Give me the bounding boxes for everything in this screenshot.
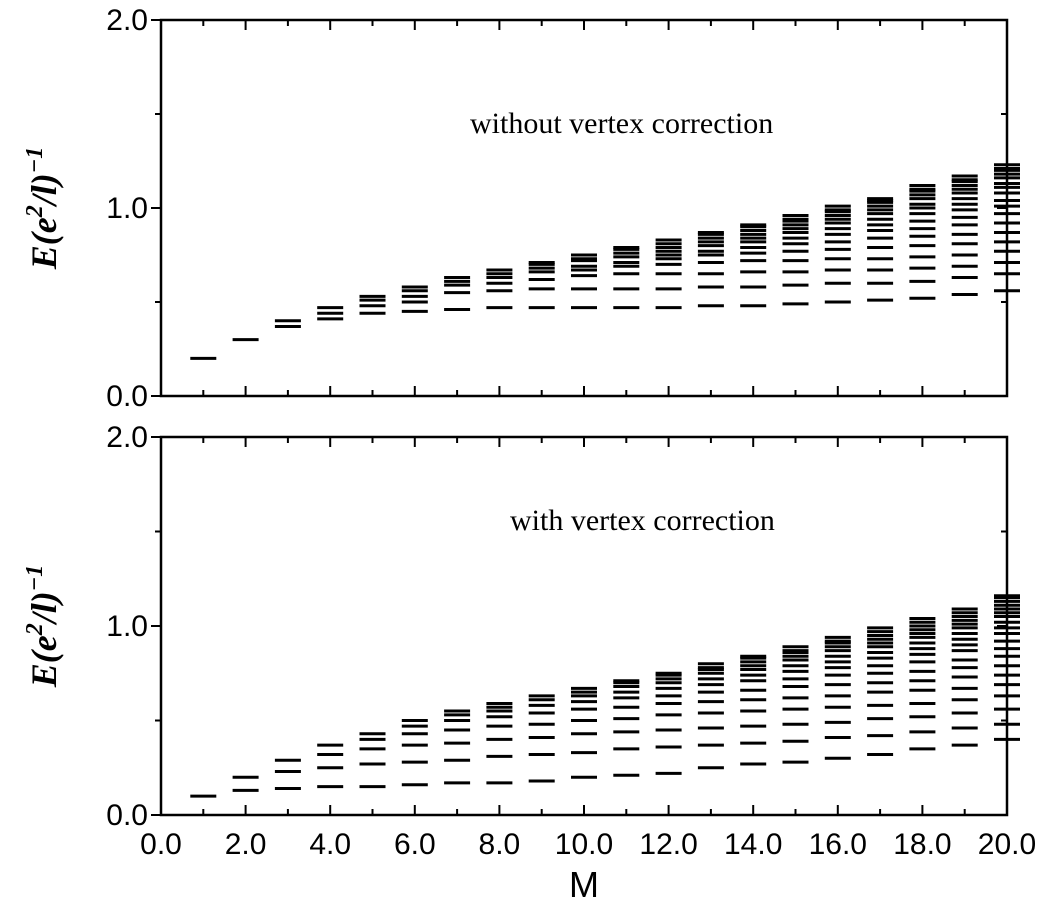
- annotation-bottom: with vertex correction: [510, 504, 775, 537]
- ticks-bottom: [151, 436, 1008, 816]
- x-tick-label: 2.0: [225, 828, 267, 861]
- x-tick-label: 18.0: [893, 828, 951, 861]
- x-tick-label: 6.0: [394, 828, 436, 861]
- x-tick-label: 12.0: [639, 828, 697, 861]
- x-tick-labels: 0.0 2.0 4.0 6.0 8.0 10.0 12.0 14.0 16.0 18.0 20.0: [140, 828, 1036, 861]
- x-tick-label: 10.0: [555, 828, 613, 861]
- y-tick-labels-top: 0.0 1.0 2.0: [106, 4, 148, 413]
- x-tick-label: 16.0: [809, 828, 867, 861]
- panel-with-vertex-correction: 0.0 1.0 2.0 0.0 2.0 4.0 6.0 8.0 10.0 12.0 14.0 16.…: [22, 421, 1036, 903]
- y-tick-label: 1.0: [106, 192, 148, 225]
- x-tick-label: 4.0: [309, 828, 351, 861]
- x-tick-label: 8.0: [479, 828, 521, 861]
- energy-levels-top: [190, 163, 1020, 360]
- y-tick-label: 0.0: [106, 799, 148, 832]
- x-axis-label: M: [569, 864, 599, 903]
- energy-levels-bottom: [190, 594, 1020, 798]
- y-axis-label-top: E(e2/l)−1: [22, 147, 64, 271]
- y-tick-label: 1.0: [106, 610, 148, 643]
- y-tick-label: 2.0: [106, 421, 148, 454]
- x-tick-label: 0.0: [140, 828, 182, 861]
- y-tick-labels-bottom: 0.0 1.0 2.0: [106, 421, 148, 832]
- ticks-top: [151, 19, 1008, 397]
- y-tick-label: 0.0: [106, 380, 148, 413]
- x-tick-label: 14.0: [724, 828, 782, 861]
- y-axis-label-bottom: E(e2/l)−1: [22, 565, 64, 689]
- x-tick-label: 20.0: [978, 828, 1036, 861]
- panel-without-vertex-correction: 0.0 1.0 2.0 without vertex correction E(e2…: [22, 4, 1020, 413]
- plot-frame-bottom: [159, 435, 1009, 817]
- y-tick-label: 2.0: [106, 4, 148, 37]
- annotation-top: without vertex correction: [470, 107, 773, 140]
- plot-frame-top: [159, 18, 1009, 398]
